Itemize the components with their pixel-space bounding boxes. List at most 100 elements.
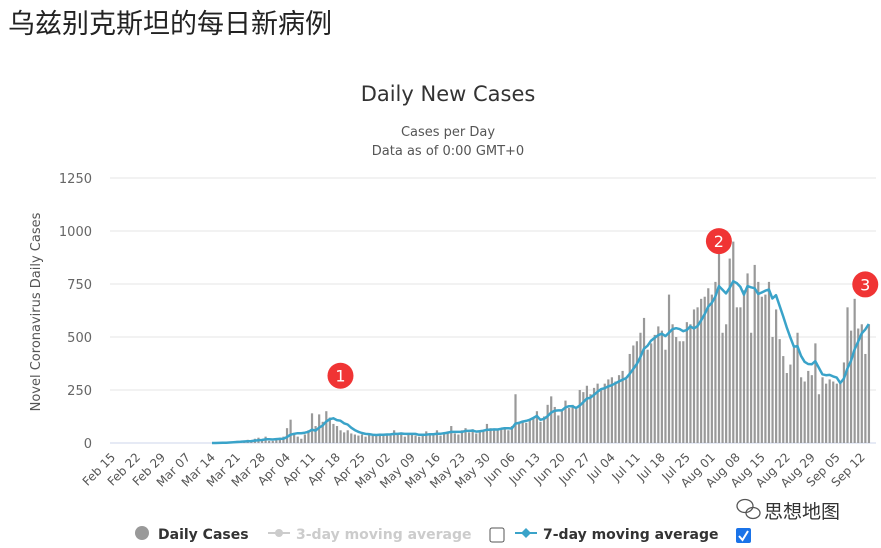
bar-daily-cases xyxy=(492,429,496,443)
bar-daily-cases xyxy=(592,387,596,443)
bar-daily-cases xyxy=(293,434,296,443)
legend-item-7-day-average[interactable]: 7-day moving average xyxy=(515,527,751,543)
bar-daily-cases xyxy=(585,385,589,443)
legend-marker-daily-cases xyxy=(135,526,149,540)
bar-daily-cases xyxy=(396,434,399,443)
bar-daily-cases xyxy=(407,434,410,443)
bar-daily-cases xyxy=(607,379,610,443)
bar-daily-cases xyxy=(507,430,510,443)
x-tick-label: Jul 11 xyxy=(609,450,643,484)
series-7-day-moving-average xyxy=(212,280,870,445)
bar-daily-cases xyxy=(857,328,860,443)
bar-daily-cases xyxy=(368,433,371,443)
bar-daily-cases xyxy=(539,421,542,443)
bar-daily-cases xyxy=(610,377,613,443)
bar-daily-cases xyxy=(710,294,713,443)
bar-daily-cases xyxy=(600,390,603,443)
bar-daily-cases xyxy=(314,426,317,443)
bar-daily-cases xyxy=(500,428,503,443)
bar-daily-cases xyxy=(785,373,788,443)
bar-daily-cases xyxy=(503,427,506,443)
bar-daily-cases xyxy=(810,375,813,443)
bar-daily-cases xyxy=(789,364,792,443)
bar-daily-cases xyxy=(496,430,499,443)
check-icon xyxy=(738,530,749,542)
checkbox-3-day-average[interactable] xyxy=(489,527,505,543)
bar-daily-cases xyxy=(528,419,531,443)
bar-daily-cases xyxy=(553,406,556,443)
legend-item-daily-cases[interactable]: Daily Cases xyxy=(135,526,249,543)
legend: Daily Cases 3-day moving average 7-day m… xyxy=(135,526,751,543)
bar-daily-cases xyxy=(664,349,667,443)
bar-daily-cases xyxy=(778,339,781,443)
legend-item-3-day-average[interactable]: 3-day moving average xyxy=(268,527,505,543)
bar-daily-cases xyxy=(728,258,731,443)
bar-daily-cases xyxy=(796,332,799,443)
bar-daily-cases xyxy=(385,433,389,443)
bar-daily-cases xyxy=(260,439,264,443)
bar-daily-cases xyxy=(825,383,828,443)
bar-daily-cases xyxy=(703,296,706,443)
bar-daily-cases xyxy=(800,377,803,443)
bar-daily-cases xyxy=(471,429,474,443)
bar-daily-cases xyxy=(746,273,749,443)
bar-daily-cases xyxy=(696,307,699,443)
bar-daily-cases xyxy=(842,362,846,443)
bar-daily-cases xyxy=(468,432,471,443)
bar-daily-cases xyxy=(517,423,521,443)
bar-daily-cases xyxy=(360,434,364,443)
bar-daily-cases xyxy=(725,324,728,443)
bar-daily-cases xyxy=(614,381,617,443)
bar-daily-cases xyxy=(410,433,414,443)
bar-daily-cases xyxy=(767,281,771,443)
bar-daily-cases xyxy=(660,330,663,443)
legend-label-7-day: 7-day moving average xyxy=(543,527,719,543)
annotation-marker[interactable]: 1 xyxy=(327,362,354,389)
chart-subtitle-2: Data as of 0:00 GMT+0 xyxy=(372,144,524,159)
bar-daily-cases xyxy=(707,288,710,443)
bar-daily-cases xyxy=(689,324,692,443)
bar-daily-cases xyxy=(817,394,821,443)
bar-daily-cases xyxy=(603,383,606,443)
bar-daily-cases xyxy=(742,290,746,443)
bar-daily-cases xyxy=(439,435,442,443)
bar-daily-cases xyxy=(271,440,274,443)
bar-daily-cases xyxy=(671,324,674,443)
annotation-marker[interactable]: 3 xyxy=(852,271,879,298)
bar-daily-cases xyxy=(721,332,724,443)
bar-daily-cases xyxy=(803,381,806,443)
bar-daily-cases xyxy=(846,307,849,443)
bar-daily-cases xyxy=(657,326,660,443)
wechat-icon xyxy=(736,498,761,520)
bar-daily-cases xyxy=(682,341,685,443)
bar-daily-cases xyxy=(625,379,628,443)
bar-daily-cases xyxy=(300,438,303,443)
y-tick-label: 0 xyxy=(84,437,92,452)
bar-daily-cases xyxy=(343,432,346,443)
checkbox-7-day-average[interactable] xyxy=(736,528,751,543)
bar-daily-cases xyxy=(646,349,649,443)
bar-daily-cases xyxy=(753,264,756,443)
bar-daily-cases xyxy=(739,307,742,443)
bar-daily-cases xyxy=(393,430,396,443)
bar-daily-cases xyxy=(832,381,835,443)
bar-daily-cases xyxy=(714,281,717,443)
bar-daily-cases xyxy=(653,334,656,443)
bar-daily-cases xyxy=(332,423,335,443)
bar-daily-cases xyxy=(792,347,796,443)
bar-daily-cases xyxy=(443,432,446,443)
bar-daily-cases xyxy=(828,379,831,443)
bar-daily-cases xyxy=(782,356,785,443)
chart-title: Daily New Cases xyxy=(361,82,536,106)
bar-daily-cases xyxy=(567,408,571,443)
bar-daily-cases xyxy=(268,440,271,443)
annotation-label: 1 xyxy=(335,367,345,386)
bar-daily-cases xyxy=(346,430,349,443)
y-tick-label: 250 xyxy=(67,384,92,399)
bar-daily-cases xyxy=(525,422,528,443)
bar-daily-cases xyxy=(735,307,738,443)
bar-daily-cases xyxy=(535,411,539,443)
bar-daily-cases xyxy=(353,434,356,443)
annotation-marker[interactable]: 2 xyxy=(705,228,732,255)
bar-daily-cases xyxy=(403,436,406,443)
